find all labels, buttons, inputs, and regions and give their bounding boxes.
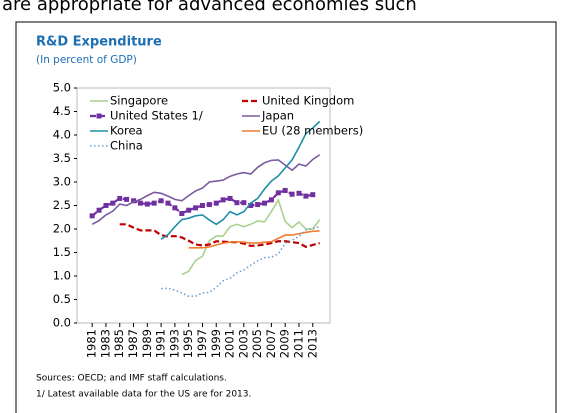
series-marker [103, 203, 109, 208]
series-marker [303, 193, 309, 199]
x-tick-label: 2013 [305, 329, 319, 358]
series-marker [124, 196, 130, 202]
series-marker [165, 200, 171, 206]
x-tick-label: 2011 [291, 329, 305, 358]
y-tick-label: 4.5 [53, 104, 71, 118]
y-tick-label: 0.0 [53, 316, 71, 330]
series-marker [275, 190, 281, 196]
series-marker [151, 200, 157, 206]
series-marker [268, 197, 274, 203]
x-tick-label: 2007 [264, 329, 278, 358]
series-line [91, 154, 321, 226]
series-marker [89, 213, 95, 219]
series-marker [179, 210, 185, 216]
x-tick-label: 2009 [278, 329, 292, 358]
series-line [188, 230, 320, 249]
legend-label: Japan [261, 109, 294, 123]
series-marker [289, 191, 295, 197]
series-line [160, 120, 321, 241]
y-tick-label: 0.5 [53, 292, 71, 306]
x-tick-label: 1983 [98, 329, 112, 358]
series-marker [96, 207, 102, 213]
series-marker [248, 203, 254, 208]
figure-frame [15, 21, 557, 413]
x-tick-label: 1985 [112, 329, 126, 358]
context-text: are appropriate for advanced economies s… [2, 0, 417, 15]
series-marker [199, 203, 205, 208]
x-tick-label: 1997 [195, 329, 209, 358]
series-marker [158, 198, 164, 204]
series-marker [206, 202, 212, 208]
y-tick-label: 5.0 [53, 81, 71, 95]
series-marker [193, 205, 199, 211]
y-tick-label: 3.0 [53, 175, 71, 189]
footnote: 1/ Latest available data for the US are … [36, 390, 251, 400]
x-tick-label: 2005 [250, 329, 264, 358]
x-tick-label: 1991 [154, 329, 168, 358]
series-line [181, 197, 321, 276]
x-tick-label: 1981 [85, 329, 99, 358]
y-tick-label: 2.0 [53, 222, 71, 236]
series-marker [262, 200, 268, 206]
series-marker [310, 192, 316, 198]
series-marker [213, 200, 219, 206]
series-marker [186, 207, 192, 213]
x-tick-label: 1987 [126, 329, 140, 358]
x-tick-label: 1993 [167, 329, 181, 358]
series-marker [117, 195, 123, 201]
chart-title: R&D Expenditure [36, 35, 162, 50]
y-tick-label: 3.5 [53, 151, 71, 165]
legend-label: Singapore [110, 94, 168, 108]
series-marker [144, 201, 150, 207]
legend-label: Korea [110, 124, 143, 138]
series-marker [296, 190, 302, 196]
legend-label: EU (28 members) [262, 124, 363, 138]
y-tick-label: 1.0 [53, 269, 71, 283]
series-marker [220, 197, 226, 203]
x-tick-label: 1989 [140, 329, 154, 358]
series-marker [234, 200, 240, 206]
y-tick-label: 2.5 [53, 198, 71, 212]
chart-subtitle: (In percent of GDP) [36, 54, 137, 66]
series-marker [137, 200, 143, 206]
x-tick-label: 1995 [181, 329, 195, 358]
series-marker [172, 205, 178, 211]
source-note: Sources: OECD; and IMF staff calculation… [36, 374, 227, 384]
legend-label: United Kingdom [262, 94, 354, 108]
legend-label: United States 1/ [110, 109, 203, 123]
y-tick-label: 4.0 [53, 128, 71, 142]
legend-marker [96, 113, 102, 119]
series-marker [131, 198, 137, 204]
series-marker [255, 202, 261, 208]
series-marker [282, 187, 288, 193]
x-tick-label: 1999 [209, 329, 223, 358]
series-line [161, 225, 320, 298]
x-tick-label: 2003 [236, 329, 250, 358]
series-marker [110, 200, 116, 206]
series-line [119, 223, 320, 249]
y-tick-label: 1.5 [53, 245, 71, 259]
x-tick-label: 2001 [223, 329, 237, 358]
series-marker [241, 200, 247, 206]
legend-label: China [110, 139, 143, 153]
series-marker [227, 195, 233, 201]
